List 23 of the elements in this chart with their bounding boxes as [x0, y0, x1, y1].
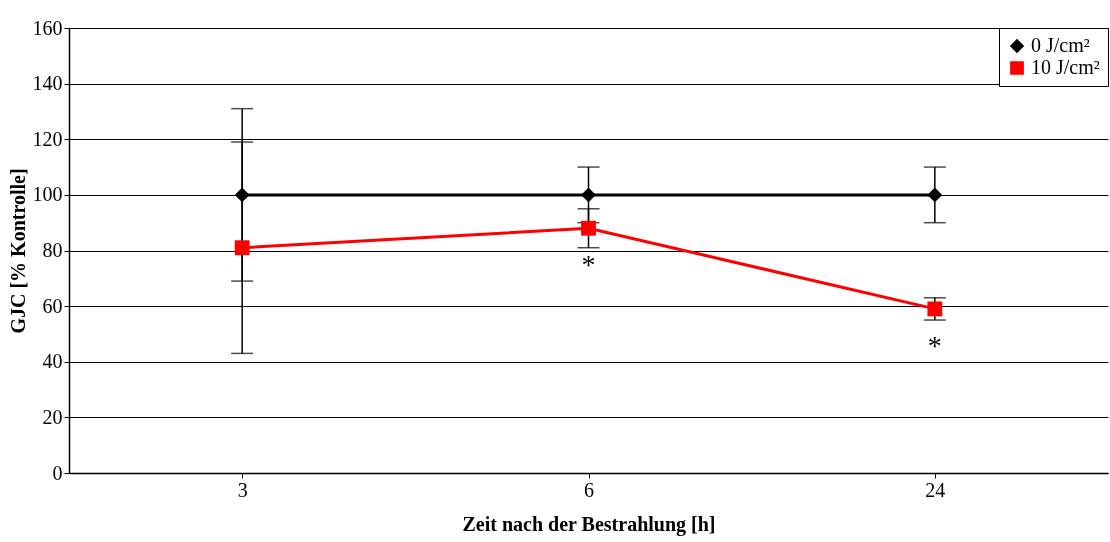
point	[234, 240, 250, 256]
x-axis-title: Zeit nach der Bestrahlung [h]	[462, 512, 716, 536]
y-tick-label: 20	[42, 405, 63, 428]
y-tick-label: 0	[52, 461, 63, 484]
annotation: *	[581, 249, 596, 281]
y-tick-label: 60	[42, 294, 63, 317]
point	[581, 187, 596, 203]
y-axis-title: GJC [% Kontrolle]	[6, 168, 29, 334]
point	[927, 187, 943, 203]
y-tick-label: 140	[32, 72, 63, 95]
point	[234, 187, 250, 203]
point	[581, 220, 596, 236]
y-tick-label: 100	[32, 183, 63, 206]
legend-label: 0 J/cm²	[1031, 34, 1090, 56]
x-tick-label: 24	[925, 478, 946, 501]
x-tick-label: 6	[584, 478, 594, 501]
y-tick-label: 80	[42, 239, 63, 261]
y-tick-label: 40	[42, 350, 63, 373]
annotation: *	[927, 329, 942, 361]
x-tick-label: 3	[237, 478, 248, 501]
y-tick-label: 120	[32, 127, 63, 150]
legend-label: 10 J/cm²	[1031, 56, 1100, 78]
y-tick-label: 160	[32, 16, 63, 39]
